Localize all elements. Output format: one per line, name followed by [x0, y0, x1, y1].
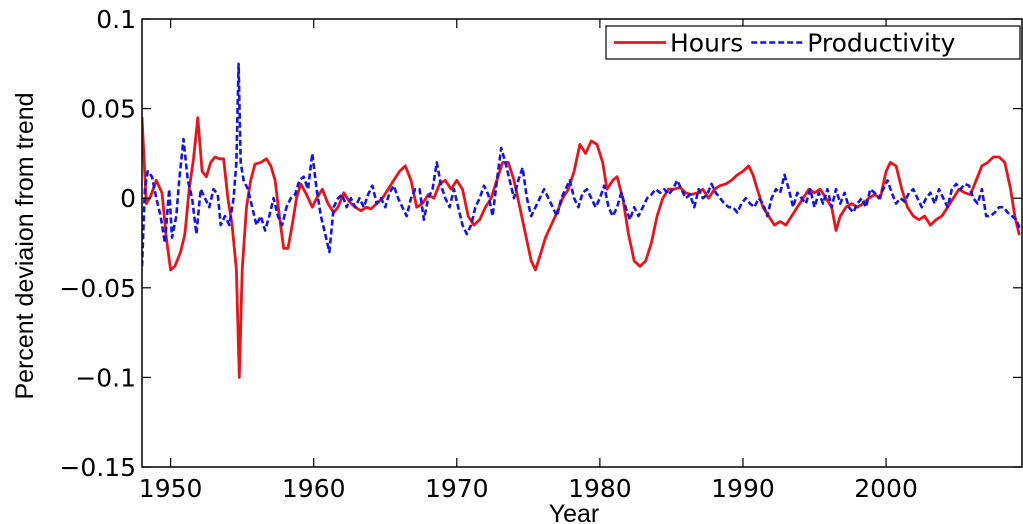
x-tick-label: 1980	[568, 474, 632, 503]
y-tick-label: 0	[120, 184, 136, 213]
series-layer	[142, 62, 1022, 379]
y-tick-label: −0.05	[59, 274, 136, 303]
series-line-hours	[142, 116, 1021, 379]
legend: Hours Productivity	[605, 25, 1021, 60]
x-tick-label: 1960	[282, 474, 346, 503]
x-tick-label: 1990	[711, 474, 775, 503]
ticks-layer: 1950 1960 1970 1980 1990 2000 0.1 0.05 0 −0.05 −0.…	[59, 5, 1022, 503]
plot-frame	[141, 18, 1023, 468]
series-line-productivity	[142, 62, 1022, 267]
y-tick-label: 0.05	[80, 95, 136, 124]
legend-label-productivity: Productivity	[807, 29, 955, 58]
y-axis-title: Percent deviaion from trend	[11, 92, 39, 399]
x-tick-label: 1950	[139, 474, 203, 503]
legend-label-hours: Hours	[670, 29, 743, 58]
y-tick-label: 0.1	[96, 5, 136, 34]
x-tick-label: 2000	[854, 474, 918, 503]
x-tick-label: 1970	[425, 474, 489, 503]
y-tick-label: −0.15	[59, 453, 136, 482]
legend-box	[605, 25, 1021, 60]
x-axis-title: Year	[549, 500, 600, 524]
y-tick-label: −0.1	[75, 363, 136, 392]
